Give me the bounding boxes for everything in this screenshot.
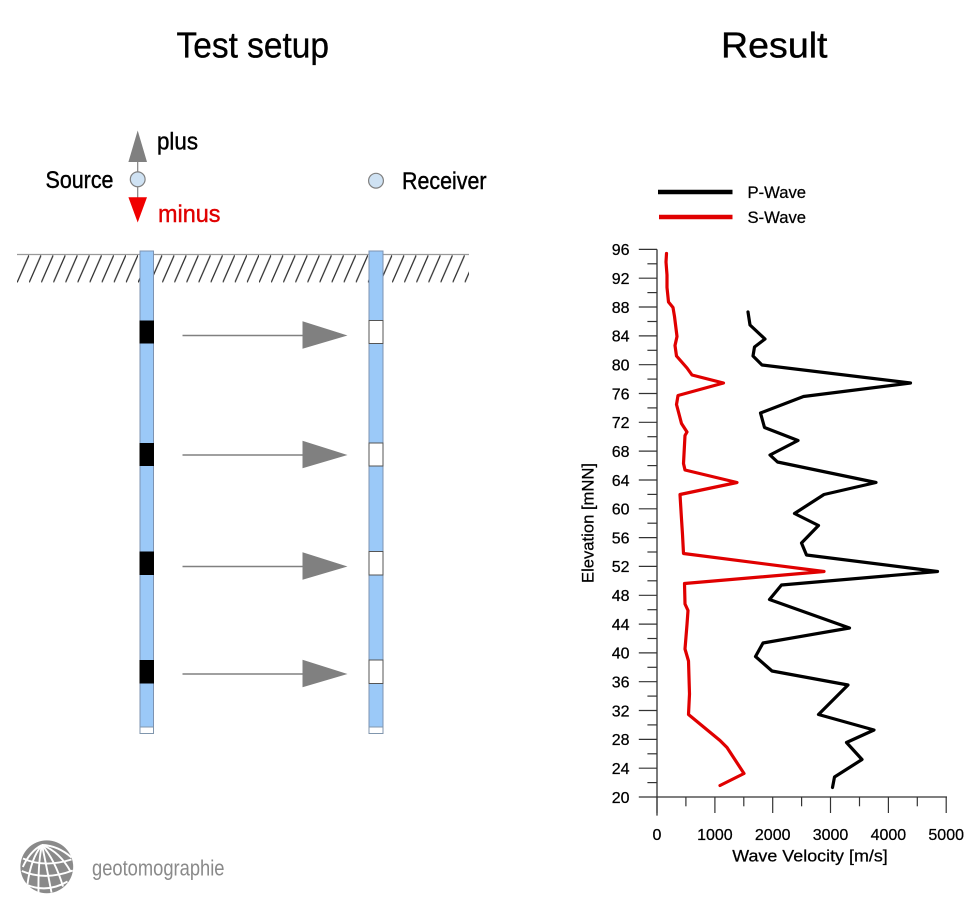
svg-text:72: 72 — [612, 415, 630, 432]
svg-text:20: 20 — [612, 790, 630, 807]
svg-text:0: 0 — [653, 827, 662, 844]
svg-text:52: 52 — [612, 559, 630, 576]
svg-text:4000: 4000 — [871, 827, 907, 844]
svg-text:Result: Result — [721, 25, 828, 66]
svg-text:2000: 2000 — [755, 827, 791, 844]
svg-text:Receiver: Receiver — [402, 168, 487, 195]
svg-text:minus: minus — [158, 201, 221, 228]
svg-text:32: 32 — [612, 703, 630, 720]
svg-text:60: 60 — [612, 502, 630, 519]
svg-text:76: 76 — [612, 386, 630, 403]
svg-text:68: 68 — [612, 444, 630, 461]
svg-text:5000: 5000 — [928, 827, 964, 844]
svg-text:40: 40 — [612, 646, 630, 663]
svg-text:3000: 3000 — [813, 827, 849, 844]
svg-text:P-Wave: P-Wave — [748, 183, 807, 202]
svg-text:84: 84 — [612, 329, 630, 346]
svg-text:Wave Velocity [m/s]: Wave Velocity [m/s] — [732, 847, 888, 866]
svg-text:96: 96 — [612, 242, 630, 259]
svg-text:Source: Source — [46, 167, 114, 194]
svg-text:plus: plus — [157, 129, 198, 156]
svg-text:28: 28 — [612, 732, 630, 749]
svg-text:64: 64 — [612, 473, 630, 490]
svg-text:1000: 1000 — [697, 827, 733, 844]
svg-text:S-Wave: S-Wave — [748, 208, 807, 227]
svg-text:80: 80 — [612, 358, 630, 375]
svg-text:88: 88 — [612, 300, 630, 317]
svg-text:48: 48 — [612, 588, 630, 605]
svg-text:44: 44 — [612, 617, 630, 634]
svg-text:Elevation [mNN]: Elevation [mNN] — [579, 463, 598, 583]
svg-text:92: 92 — [612, 271, 630, 288]
svg-text:36: 36 — [612, 675, 630, 692]
svg-text:56: 56 — [612, 530, 630, 547]
svg-text:Test setup: Test setup — [177, 25, 330, 66]
svg-text:24: 24 — [612, 761, 630, 778]
svg-text:geotomographie: geotomographie — [92, 856, 225, 881]
